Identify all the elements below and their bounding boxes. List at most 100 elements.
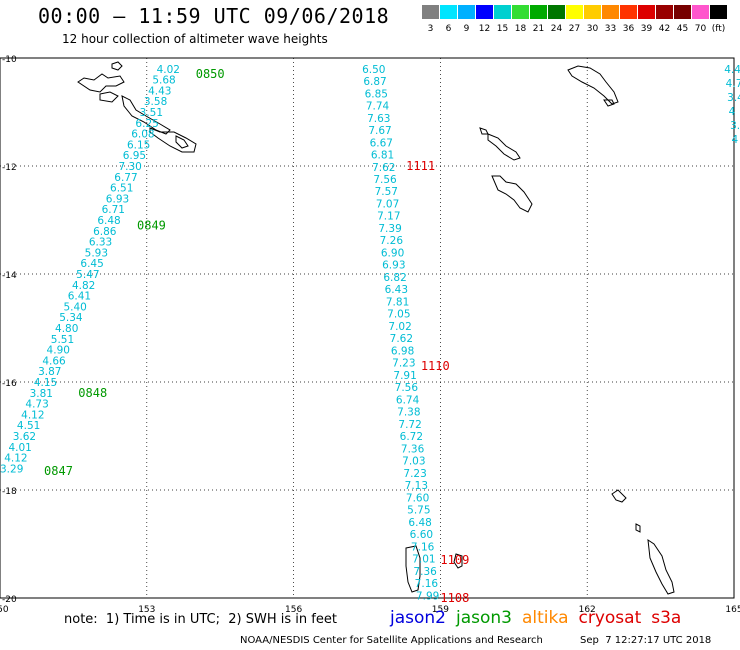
coastline-east bbox=[603, 99, 615, 107]
wave-height-value: 4.15 bbox=[34, 377, 57, 389]
wave-height-value: 4.12 bbox=[4, 453, 27, 465]
wave-height-value: 6.93 bbox=[382, 260, 405, 272]
scale-swatch bbox=[674, 5, 691, 19]
scale-label: 30 bbox=[586, 24, 599, 34]
scale-label: 70 bbox=[694, 24, 707, 34]
wave-height-value: 4.12 bbox=[21, 409, 44, 421]
scale-label: 15 bbox=[496, 24, 509, 34]
wave-height-value: 6.82 bbox=[383, 272, 406, 284]
wave-height-value: 7.23 bbox=[403, 468, 426, 480]
scale-swatch bbox=[620, 5, 637, 19]
lon-tick-label: 153 bbox=[138, 605, 155, 615]
wave-height-value: 4.43 bbox=[148, 85, 171, 97]
coastlines bbox=[77, 61, 675, 595]
wave-height-value: 3.4 bbox=[727, 92, 740, 104]
mission-s3a: s3a bbox=[651, 608, 682, 628]
map-subtitle: 12 hour collection of altimeter wave hei… bbox=[62, 32, 328, 46]
wave-height-value: 7.60 bbox=[406, 492, 429, 504]
wave-height-value: 7.03 bbox=[402, 456, 425, 468]
scale-label: 9 bbox=[463, 24, 470, 34]
wave-height-value: 6.60 bbox=[410, 529, 433, 541]
scale-label: (ft) bbox=[711, 24, 726, 34]
scale-swatch bbox=[440, 5, 457, 19]
coastline-west bbox=[111, 61, 123, 71]
wave-height-value: 4.80 bbox=[55, 323, 78, 335]
wave-height-value: 7.74 bbox=[366, 101, 390, 113]
wave-height-value: 7.30 bbox=[118, 161, 141, 173]
wave-height-value: 3. bbox=[730, 120, 740, 132]
wave-height-value: 7.62 bbox=[390, 333, 413, 345]
scale-swatch bbox=[512, 5, 529, 19]
wave-height-value: 6.93 bbox=[106, 193, 129, 205]
scale-swatch bbox=[494, 5, 511, 19]
wave-height-value: 7.07 bbox=[376, 198, 399, 210]
wave-height-value: 6.08 bbox=[131, 129, 154, 141]
coastline-east bbox=[491, 175, 533, 213]
scale-swatch bbox=[530, 5, 547, 19]
scale-label: 39 bbox=[640, 24, 653, 34]
wave-height-value: 7.02 bbox=[388, 321, 411, 333]
lat-tick-label: -20 bbox=[2, 595, 17, 605]
wave-height-value: 6.41 bbox=[68, 291, 91, 303]
wave-height-value: 3.87 bbox=[38, 366, 61, 378]
wave-height-value: 6.33 bbox=[89, 237, 112, 249]
wave-height-value: 7.13 bbox=[405, 480, 428, 492]
wave-height-value: 7.67 bbox=[368, 125, 391, 137]
scale-label: 36 bbox=[622, 24, 635, 34]
wave-height-value: 4.90 bbox=[47, 345, 70, 357]
wave-height-value: 6.51 bbox=[110, 183, 133, 195]
wave-height-value: 6.86 bbox=[93, 226, 117, 238]
scale-label: 18 bbox=[514, 24, 527, 34]
credit-line: NOAA/NESDIS Center for Satellite Applica… bbox=[240, 635, 543, 646]
scale-label: 27 bbox=[568, 24, 581, 34]
scale-swatch bbox=[710, 5, 727, 19]
wave-height-value: 4.82 bbox=[72, 280, 95, 292]
wave-height-value: 7.36 bbox=[413, 566, 437, 578]
scale-swatch bbox=[692, 5, 709, 19]
wave-height-value: 6.74 bbox=[396, 394, 420, 406]
lat-tick-label: -16 bbox=[2, 379, 17, 389]
scale-swatch bbox=[422, 5, 439, 19]
lat-tick-label: -18 bbox=[2, 487, 17, 497]
wave-height-value: 6.87 bbox=[363, 76, 386, 88]
coastline-east bbox=[635, 523, 641, 533]
scale-label: 21 bbox=[532, 24, 545, 34]
wave-height-value: 6.15 bbox=[127, 139, 150, 151]
scale-swatch bbox=[638, 5, 655, 19]
wave-height-value: 5.40 bbox=[63, 301, 86, 313]
wave-height-value: 7.05 bbox=[387, 309, 410, 321]
wave-height-value: 6.67 bbox=[370, 137, 393, 149]
lon-tick-label: 165 bbox=[725, 605, 740, 615]
wave-height-value: 6.81 bbox=[371, 150, 394, 162]
map-frame bbox=[0, 57, 735, 599]
wave-height-value: 5.93 bbox=[85, 247, 108, 259]
lon-tick-label: 162 bbox=[579, 605, 596, 615]
map-note: note: 1) Time is in UTC; 2) SWH is in fe… bbox=[64, 612, 337, 627]
wave-height-value: 7.56 bbox=[373, 174, 397, 186]
wave-height-value: 6.98 bbox=[391, 345, 414, 357]
wave-height-value: 5.51 bbox=[51, 334, 74, 346]
wave-height-value: 6.77 bbox=[114, 172, 137, 184]
axis-tick-labels: 150 153 156 159 162 165 -10 -12 -14 -16 -18 -20 bbox=[0, 55, 740, 615]
map-title: 00:00 – 11:59 UTC 09/06/2018 bbox=[38, 4, 390, 28]
mission-cryosat: cryosat bbox=[578, 608, 642, 628]
scale-label: 45 bbox=[676, 24, 689, 34]
wave-height-value: 3.29 bbox=[0, 463, 23, 475]
coastline-west bbox=[149, 127, 197, 153]
wave-height-value: 7.57 bbox=[375, 186, 398, 198]
wave-height-value: 7.81 bbox=[386, 296, 409, 308]
wave-height-value: 4.01 bbox=[8, 442, 31, 454]
mission-altika: altika bbox=[522, 608, 569, 628]
pass-time-label: 0849 bbox=[137, 218, 166, 232]
credit-timestamp: Sep 7 12:27:17 UTC 2018 bbox=[580, 635, 712, 646]
wave-height-value: 4.66 bbox=[42, 355, 66, 367]
wave-height-value: 3.51 bbox=[140, 107, 163, 119]
wave-height-value: 6.48 bbox=[408, 517, 431, 529]
lat-tick-label: -12 bbox=[2, 163, 17, 173]
scale-swatch bbox=[584, 5, 601, 19]
wave-height-value: 7.72 bbox=[398, 419, 421, 431]
wave-height-value: 5.75 bbox=[407, 505, 430, 517]
scale-label: 6 bbox=[445, 24, 452, 34]
altimeter-tracks: 4.025.684.433.583.516.256.086.156.957.30… bbox=[0, 64, 740, 605]
